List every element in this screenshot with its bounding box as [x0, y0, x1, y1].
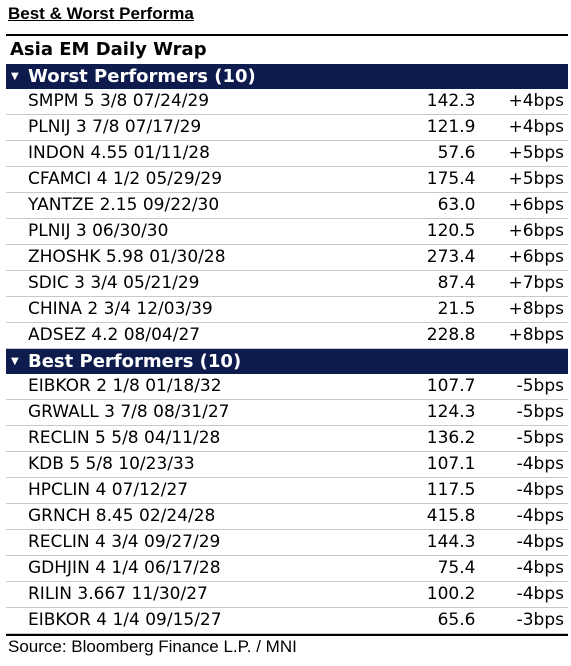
bond-name: HPCLIN 4 07/12/27 — [28, 480, 189, 500]
table-row: GRWALL 3 7/8 08/31/27 124.3 -5bps — [6, 400, 568, 426]
table-row: GDHJIN 4 1/4 06/17/28 75.4 -4bps — [6, 556, 568, 582]
table-bottom-rule — [6, 634, 568, 636]
bond-name: RECLIN 5 5/8 04/11/28 — [28, 428, 221, 448]
spread-value: 175.4 — [426, 169, 476, 189]
worst-rows: SMPM 5 3/8 07/24/29 142.3 +4bps PLNIJ 3 7/… — [6, 89, 568, 349]
section-header-best[interactable]: ▼ Best Performers (10) — [6, 349, 568, 374]
spread-value: 21.5 — [437, 299, 476, 319]
spread-value: 87.4 — [437, 273, 476, 293]
table-row: PLNIJ 3 7/8 07/17/29 121.9 +4bps — [6, 115, 568, 141]
bond-name: EIBKOR 4 1/4 09/15/27 — [28, 610, 222, 630]
spread-value: 65.6 — [437, 610, 476, 630]
spread-value: 107.7 — [426, 376, 476, 396]
spread-value: 144.3 — [426, 532, 476, 552]
spread-change: +7bps — [508, 273, 565, 293]
spread-value: 120.5 — [426, 221, 476, 241]
bond-name: ZHOSHK 5.98 01/30/28 — [28, 247, 226, 267]
table-row: YANTZE 2.15 09/22/30 63.0 +6bps — [6, 193, 568, 219]
bond-name: RECLIN 4 3/4 09/27/29 — [28, 532, 221, 552]
spread-change: +6bps — [508, 221, 565, 241]
spread-change: +5bps — [508, 143, 565, 163]
table-row: GRNCH 8.45 02/24/28 415.8 -4bps — [6, 504, 568, 530]
spread-change: -4bps — [516, 506, 564, 526]
spread-change: -5bps — [516, 376, 564, 396]
table-row: KDB 5 5/8 10/23/33 107.1 -4bps — [6, 452, 568, 478]
table-title: Asia EM Daily Wrap — [10, 39, 207, 60]
table-row: ADSEZ 4.2 08/04/27 228.8 +8bps — [6, 323, 568, 349]
page-title: Best & Worst Performa — [8, 4, 194, 23]
spread-change: +4bps — [508, 91, 565, 111]
spread-change: +4bps — [508, 117, 565, 137]
table-row: CHINA 2 3/4 12/03/39 21.5 +8bps — [6, 297, 568, 323]
table-row: PLNIJ 3 06/30/30 120.5 +6bps — [6, 219, 568, 245]
source-note: Source: Bloomberg Finance L.P. / MNI — [8, 637, 297, 656]
bond-name: GRWALL 3 7/8 08/31/27 — [28, 402, 230, 422]
spread-value: 107.1 — [426, 454, 476, 474]
bond-name: CFAMCI 4 1/2 05/29/29 — [28, 169, 223, 189]
best-rows: EIBKOR 2 1/8 01/18/32 107.7 -5bps GRWALL 3… — [6, 374, 568, 634]
section-header-worst[interactable]: ▼ Worst Performers (10) — [6, 64, 568, 89]
spread-change: -4bps — [516, 454, 564, 474]
bond-name: PLNIJ 3 7/8 07/17/29 — [28, 117, 202, 137]
table-row: SDIC 3 3/4 05/21/29 87.4 +7bps — [6, 271, 568, 297]
spread-value: 228.8 — [426, 325, 476, 345]
spread-change: -4bps — [516, 480, 564, 500]
spread-value: 121.9 — [426, 117, 476, 137]
table-row: CFAMCI 4 1/2 05/29/29 175.4 +5bps — [6, 167, 568, 193]
spread-value: 124.3 — [426, 402, 476, 422]
table-row: EIBKOR 4 1/4 09/15/27 65.6 -3bps — [6, 608, 568, 634]
table-row: ZHOSHK 5.98 01/30/28 273.4 +6bps — [6, 245, 568, 271]
spread-change: +5bps — [508, 169, 565, 189]
spread-change: +8bps — [508, 299, 565, 319]
bond-name: KDB 5 5/8 10/23/33 — [28, 454, 195, 474]
bond-name: PLNIJ 3 06/30/30 — [28, 221, 169, 241]
bond-name: ADSEZ 4.2 08/04/27 — [28, 325, 201, 345]
bond-name: GDHJIN 4 1/4 06/17/28 — [28, 558, 221, 578]
spread-value: 75.4 — [437, 558, 476, 578]
bond-name: YANTZE 2.15 09/22/30 — [28, 195, 220, 215]
bond-name: SDIC 3 3/4 05/21/29 — [28, 273, 200, 293]
spread-value: 63.0 — [437, 195, 476, 215]
spread-change: +6bps — [508, 195, 565, 215]
spread-change: +6bps — [508, 247, 565, 267]
triangle-down-icon: ▼ — [11, 71, 19, 82]
spread-value: 117.5 — [426, 480, 476, 500]
bond-name: RILIN 3.667 11/30/27 — [28, 584, 208, 604]
spread-change: -5bps — [516, 428, 564, 448]
table-row: EIBKOR 2 1/8 01/18/32 107.7 -5bps — [6, 374, 568, 400]
table-row: SMPM 5 3/8 07/24/29 142.3 +4bps — [6, 89, 568, 115]
table-row: RECLIN 5 5/8 04/11/28 136.2 -5bps — [6, 426, 568, 452]
performance-table: Asia EM Daily Wrap ▼ Worst Performers (1… — [6, 34, 568, 636]
spread-change: -3bps — [516, 610, 564, 630]
table-row: RECLIN 4 3/4 09/27/29 144.3 -4bps — [6, 530, 568, 556]
bond-name: CHINA 2 3/4 12/03/39 — [28, 299, 213, 319]
spread-value: 273.4 — [426, 247, 476, 267]
spread-value: 142.3 — [426, 91, 476, 111]
bond-name: GRNCH 8.45 02/24/28 — [28, 506, 216, 526]
table-row: INDON 4.55 01/11/28 57.6 +5bps — [6, 141, 568, 167]
spread-value: 136.2 — [426, 428, 476, 448]
spread-value: 57.6 — [437, 143, 476, 163]
bond-name: SMPM 5 3/8 07/24/29 — [28, 91, 210, 111]
spread-change: -4bps — [516, 558, 564, 578]
spread-value: 100.2 — [426, 584, 476, 604]
spread-change: -4bps — [516, 584, 564, 604]
spread-change: -5bps — [516, 402, 564, 422]
table-row: RILIN 3.667 11/30/27 100.2 -4bps — [6, 582, 568, 608]
triangle-down-icon: ▼ — [11, 356, 19, 367]
bond-name: EIBKOR 2 1/8 01/18/32 — [28, 376, 222, 396]
section-header-label: Best Performers (10) — [28, 351, 242, 372]
spread-change: +8bps — [508, 325, 565, 345]
bond-name: INDON 4.55 01/11/28 — [28, 143, 210, 163]
spread-change: -4bps — [516, 532, 564, 552]
table-row: HPCLIN 4 07/12/27 117.5 -4bps — [6, 478, 568, 504]
spread-value: 415.8 — [426, 506, 476, 526]
section-header-label: Worst Performers (10) — [28, 66, 256, 87]
